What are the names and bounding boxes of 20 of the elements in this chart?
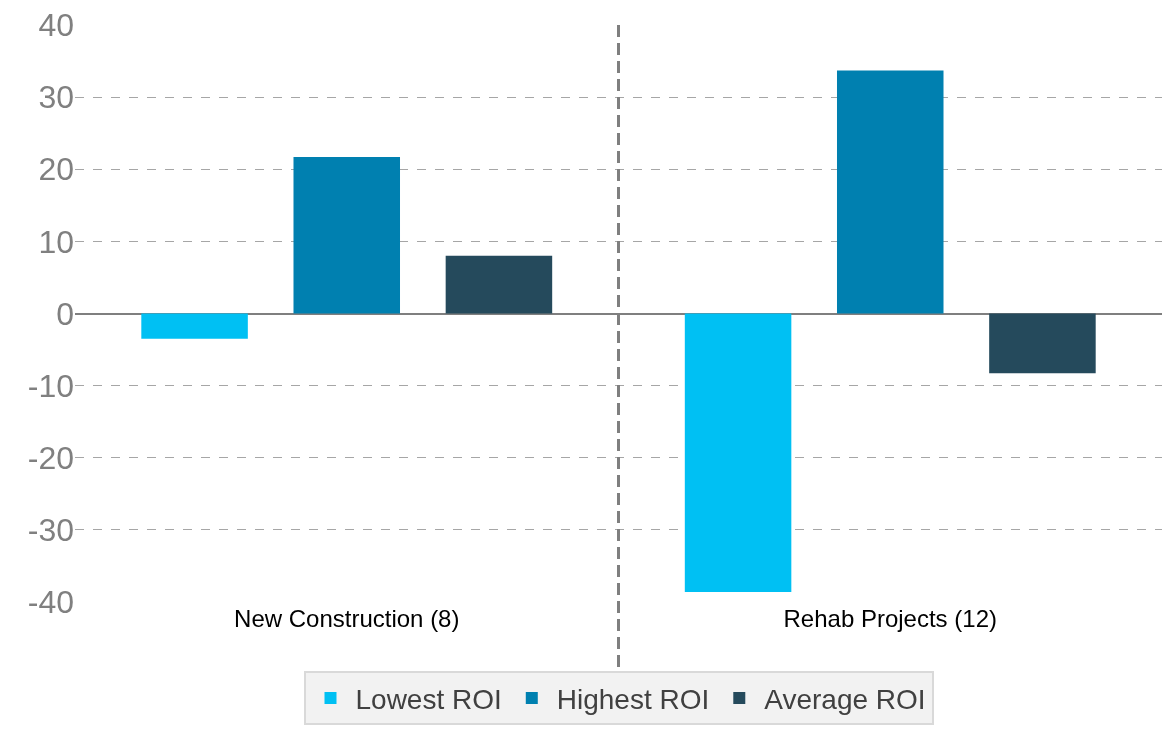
legend-label: Lowest ROI (355, 683, 502, 715)
legend-label: Highest ROI (556, 683, 710, 715)
x-tick-label: Rehab Projects (12) (783, 605, 997, 632)
x-tick-label: New Construction (8) (234, 605, 460, 632)
y-tick-label: 40 (38, 7, 74, 44)
y-tick-label: -20 (27, 439, 74, 476)
y-tick-label: -10 (27, 367, 74, 404)
bar (989, 313, 1096, 374)
legend-label: Average ROI (764, 683, 926, 715)
y-tick-label: 20 (38, 151, 74, 188)
bar (141, 313, 248, 339)
y-tick-label: 30 (38, 79, 74, 116)
y-tick-label: -30 (27, 512, 74, 549)
bar (836, 70, 944, 314)
y-tick-label: -40 (27, 584, 74, 621)
bar (445, 255, 553, 314)
y-tick-label: 0 (56, 295, 74, 332)
bar (684, 313, 792, 592)
y-tick-label: 10 (38, 223, 74, 260)
bar (293, 156, 401, 314)
